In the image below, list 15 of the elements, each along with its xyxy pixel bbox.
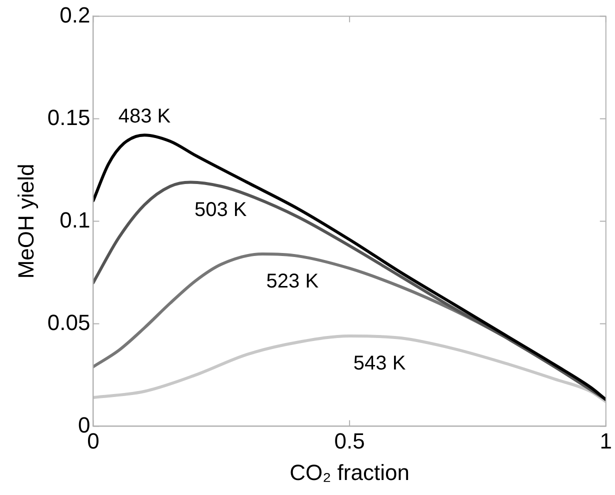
x-tick-label: 1	[600, 428, 612, 454]
y-axis-title: MeOH yield	[13, 164, 38, 279]
x-tick-label: 0.5	[334, 428, 365, 454]
y-tick-label: 0.15	[47, 104, 90, 130]
y-tick-label: 0.2	[60, 2, 90, 28]
x-axis-title: CO₂ fraction	[290, 460, 410, 485]
series-label: 503 K	[194, 198, 248, 221]
y-tick-label: 0.05	[47, 310, 90, 335]
y-tick-label: 0.1	[60, 207, 90, 232]
series-label: 543 K	[353, 352, 406, 375]
line-series	[93, 180, 606, 402]
series-label: 483 K	[118, 106, 172, 128]
line-series	[93, 334, 606, 404]
series-label: 523 K	[266, 270, 320, 293]
line-series	[93, 134, 606, 402]
